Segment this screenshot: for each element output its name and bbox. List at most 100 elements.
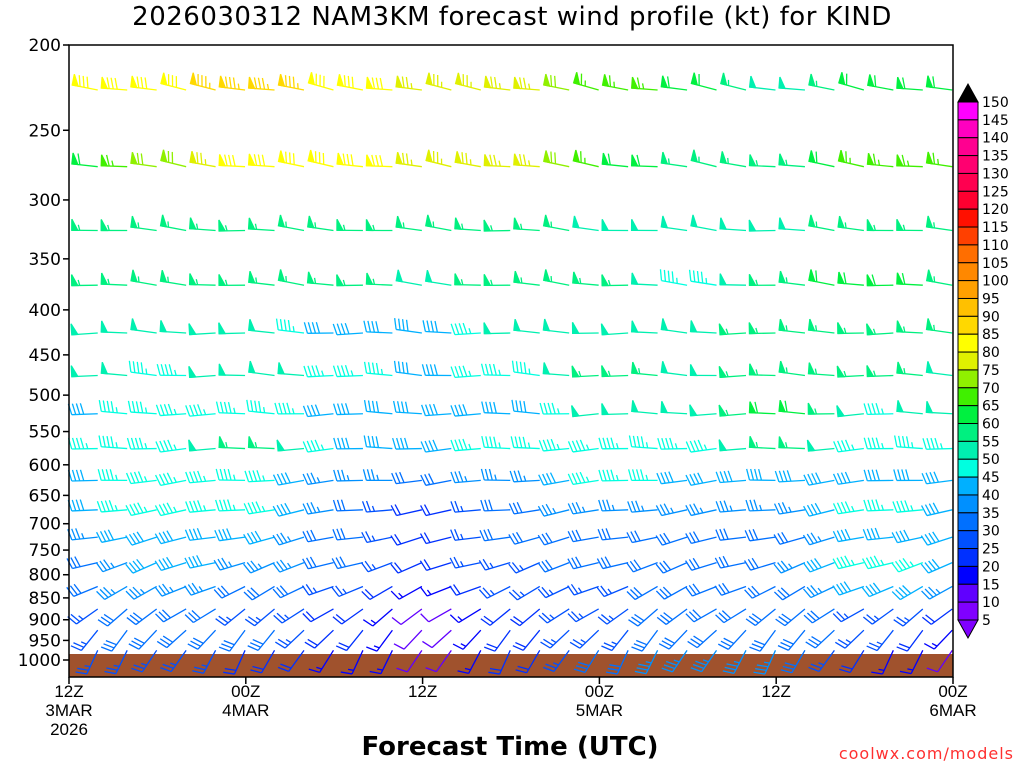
barb-half — [844, 222, 847, 229]
barb-pennant — [218, 436, 227, 449]
barb-full — [659, 562, 668, 572]
barb-full — [332, 365, 338, 377]
barb-staff — [396, 509, 423, 517]
barb-full — [542, 439, 548, 451]
barb-full — [213, 559, 221, 571]
barb-staff — [871, 608, 894, 625]
barb-half — [287, 562, 292, 569]
barb-full — [422, 320, 427, 332]
colorbar-label: 140 — [982, 131, 1009, 147]
barb-half — [785, 442, 788, 448]
barb-staff — [926, 447, 953, 450]
wind-barb — [601, 219, 629, 232]
barb-full — [522, 77, 527, 90]
wind-barb — [277, 362, 305, 377]
wind-barb — [838, 72, 865, 91]
colorbar-box — [957, 190, 979, 210]
wind-barb — [513, 270, 540, 286]
wind-barb — [508, 562, 540, 574]
wind-barb — [97, 469, 128, 482]
barb-half — [641, 83, 645, 90]
barb-staff — [720, 479, 747, 484]
barb-full — [404, 401, 409, 414]
barb-full — [688, 559, 697, 570]
barb-staff — [867, 536, 894, 541]
barb-full — [567, 531, 574, 542]
barb-full — [423, 532, 431, 543]
barb-half — [321, 370, 325, 377]
wind-barb — [720, 72, 747, 91]
barb-full — [163, 404, 169, 416]
barb-full — [128, 562, 138, 572]
barb-staff — [288, 649, 305, 672]
barb-pennant — [660, 75, 669, 89]
barb-full — [665, 437, 670, 450]
barb-full — [928, 586, 937, 596]
barb-full — [567, 473, 574, 485]
barb-staff — [751, 585, 776, 599]
barb-pennant — [808, 269, 816, 283]
barb-staff — [307, 479, 334, 486]
barb-full — [279, 559, 288, 570]
barb-pennant — [71, 218, 79, 231]
barb-full — [718, 612, 728, 621]
barb-full — [243, 503, 250, 515]
wind-barb — [70, 629, 99, 652]
barb-half — [906, 160, 910, 167]
barb-staff — [86, 650, 99, 675]
barb-full — [401, 152, 405, 165]
barb-staff — [484, 446, 511, 450]
barb-half — [167, 276, 170, 283]
barb-full — [457, 670, 469, 674]
wind-barb — [832, 555, 865, 570]
barb-full — [337, 437, 342, 450]
barb-full — [628, 619, 639, 627]
wind-barb — [247, 319, 275, 334]
barb-full — [488, 499, 493, 511]
barb-full — [362, 469, 368, 481]
barb-full — [517, 665, 529, 670]
barb-full — [78, 75, 81, 87]
barb-full — [332, 323, 338, 335]
barb-full — [404, 437, 409, 450]
wind-barb — [718, 439, 747, 452]
barb-staff — [838, 509, 864, 515]
barb-staff — [219, 412, 246, 415]
barb-full — [932, 531, 940, 542]
barb-pennant — [218, 219, 227, 232]
barb-full — [458, 439, 464, 451]
wind-barb — [450, 438, 481, 452]
barb-full — [134, 437, 140, 450]
barb-full — [307, 638, 318, 646]
barb-staff — [814, 629, 835, 649]
barb-full — [360, 562, 369, 573]
barb-full — [332, 403, 338, 415]
barb-full — [901, 469, 906, 481]
barb-full — [811, 635, 822, 644]
barb-full — [219, 499, 224, 511]
wind-barb — [277, 150, 305, 168]
barb-full — [188, 612, 198, 621]
wind-barb — [244, 608, 275, 627]
barb-full — [810, 585, 819, 595]
barb-full — [333, 437, 338, 450]
barb-full — [755, 667, 767, 672]
wind-barb — [748, 75, 776, 91]
barb-pennant — [395, 215, 404, 229]
barb-full — [862, 616, 873, 625]
barb-full — [695, 660, 707, 666]
wind-barb — [340, 650, 364, 675]
colorbar-label: 15 — [982, 577, 1000, 593]
barb-staff — [645, 650, 659, 674]
barb-full — [777, 533, 785, 544]
barb-full — [344, 322, 350, 335]
credit-link[interactable]: coolwx.com/models — [838, 744, 1014, 763]
barb-full — [419, 560, 428, 571]
barb-full — [718, 556, 726, 568]
barb-pennant — [808, 214, 816, 228]
barb-full — [519, 400, 523, 413]
y-tick-label: 450 — [29, 346, 61, 366]
x-tick-label: 00Z — [938, 682, 967, 701]
barb-staff — [454, 413, 481, 417]
barb-full — [538, 474, 545, 486]
